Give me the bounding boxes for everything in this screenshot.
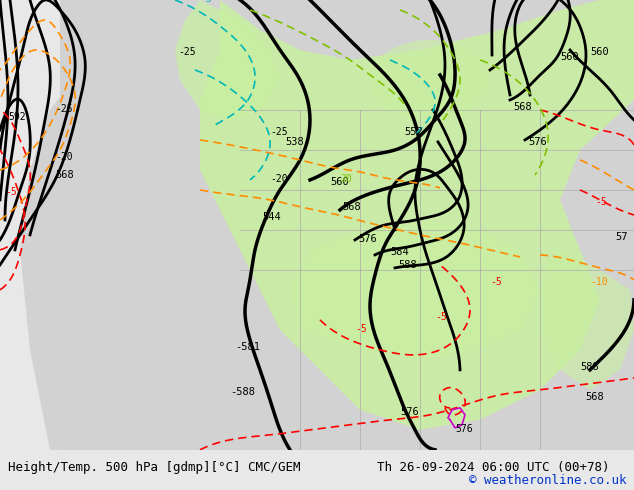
Text: Height/Temp. 500 hPa [gdmp][°C] CMC/GEM: Height/Temp. 500 hPa [gdmp][°C] CMC/GEM [8,461,300,474]
Ellipse shape [370,40,490,120]
Text: -25: -25 [178,47,196,57]
Text: 560: 560 [590,47,609,57]
Text: -5: -5 [490,277,501,287]
Text: -5: -5 [435,312,447,322]
Text: 592: 592 [8,112,25,122]
Text: -5: -5 [355,324,366,334]
Text: 568: 568 [513,102,532,112]
Text: 20: 20 [340,174,352,184]
Text: 544: 544 [262,212,281,222]
Text: 576: 576 [455,424,472,434]
Text: -5: -5 [200,0,212,4]
Text: -20: -20 [55,152,73,162]
Text: 576: 576 [400,407,418,417]
Polygon shape [290,220,540,360]
Text: 560: 560 [330,177,349,187]
Text: 576: 576 [358,234,377,244]
Polygon shape [540,250,634,390]
Text: 568: 568 [585,392,604,402]
Text: -25: -25 [270,127,288,137]
Text: Th 26-09-2024 06:00 UTC (00+78): Th 26-09-2024 06:00 UTC (00+78) [377,461,610,474]
Text: 588: 588 [398,260,417,270]
Text: © weatheronline.co.uk: © weatheronline.co.uk [469,474,626,487]
Text: -588: -588 [230,387,255,397]
Text: 538: 538 [285,137,304,147]
Text: -10: -10 [590,277,607,287]
Polygon shape [175,0,280,120]
Text: -581: -581 [235,342,260,352]
Polygon shape [20,0,634,450]
Text: 584: 584 [390,247,409,257]
Text: -25: -25 [55,104,73,114]
Polygon shape [460,0,634,450]
Text: 576: 576 [528,137,547,147]
Text: 568: 568 [55,170,74,180]
Text: 560: 560 [560,52,579,62]
Text: -20: -20 [270,174,288,184]
Polygon shape [60,0,634,450]
Text: 588: 588 [580,362,598,372]
Polygon shape [200,0,634,430]
Text: 568: 568 [342,202,361,212]
Text: -5: -5 [5,187,16,197]
Text: 57: 57 [615,232,628,242]
Text: -5: -5 [595,197,607,207]
Text: 552: 552 [404,127,423,137]
